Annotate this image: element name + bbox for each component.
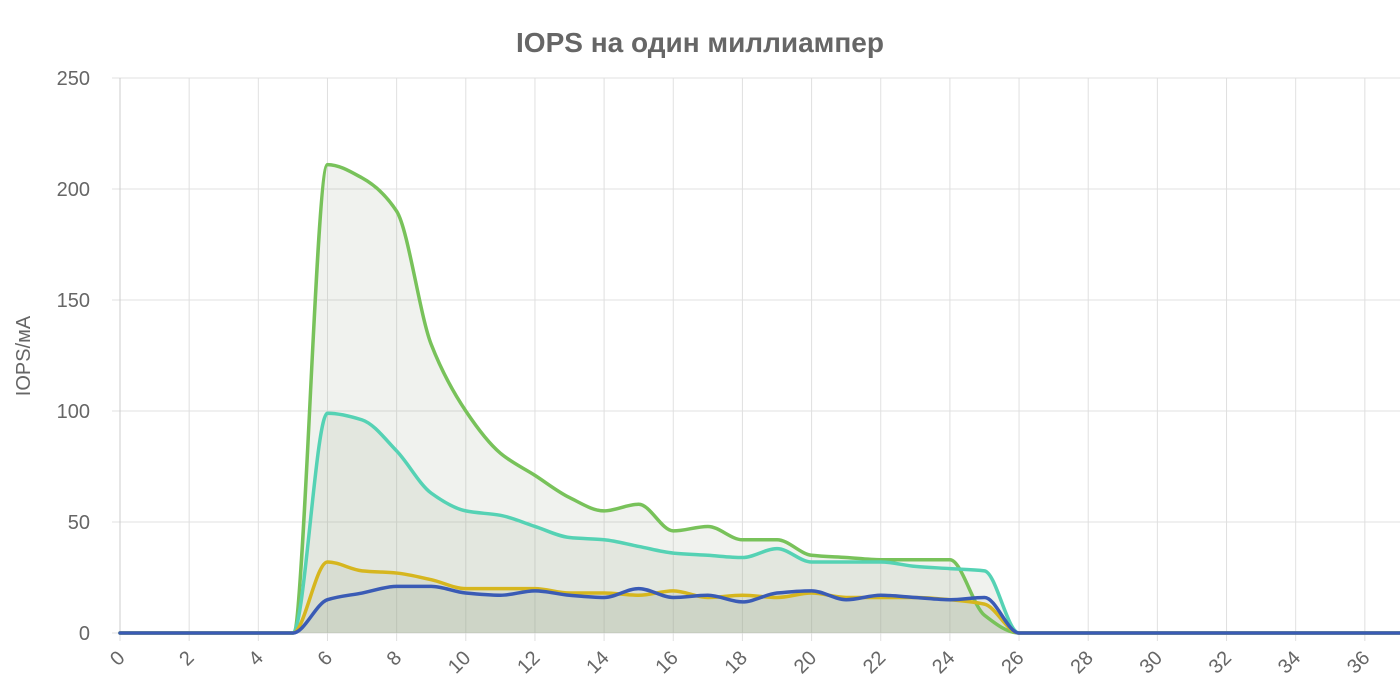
- x-tick-label: 18: [721, 647, 752, 678]
- series-area-2: [120, 413, 1400, 633]
- x-tick-label: 16: [652, 647, 683, 678]
- x-tick-label: 20: [790, 647, 821, 678]
- x-tick-label: 14: [582, 647, 613, 678]
- series-area-1: [120, 164, 1400, 633]
- x-tick-label: 24: [928, 647, 959, 678]
- y-tick-label: 50: [68, 512, 90, 534]
- x-tick-label: 4: [244, 647, 267, 670]
- x-tick-label: 10: [444, 647, 475, 678]
- y-tick-label: 250: [57, 68, 90, 90]
- y-tick-label: 100: [57, 401, 90, 423]
- x-tick-label: 32: [1205, 647, 1236, 678]
- grid-layer: [112, 77, 1400, 641]
- x-tick-label: 26: [997, 647, 1028, 678]
- x-tick-label: 12: [513, 647, 544, 678]
- line-layer: [118, 162, 1400, 635]
- x-tick-label: 8: [383, 647, 406, 670]
- chart-title: IOPS на один миллиампер: [516, 27, 884, 58]
- y-tick-label: 0: [79, 623, 90, 645]
- x-tick-label: 36: [1343, 647, 1374, 678]
- y-tick-label: 200: [57, 179, 90, 201]
- x-tick-label: 28: [1066, 647, 1097, 678]
- x-tick-label: 6: [314, 647, 337, 670]
- series-line-4: [118, 584, 1400, 635]
- x-tick-label: 0: [106, 647, 129, 670]
- x-tick-label: 34: [1274, 647, 1305, 678]
- y-tick-label: 150: [57, 290, 90, 312]
- y-axis-label: IOPS/мА: [13, 315, 35, 396]
- x-tick-label: 30: [1136, 647, 1167, 678]
- x-tick-label: 2: [175, 647, 198, 670]
- x-tick-label: 22: [859, 647, 890, 678]
- series-area-4: [120, 586, 1400, 633]
